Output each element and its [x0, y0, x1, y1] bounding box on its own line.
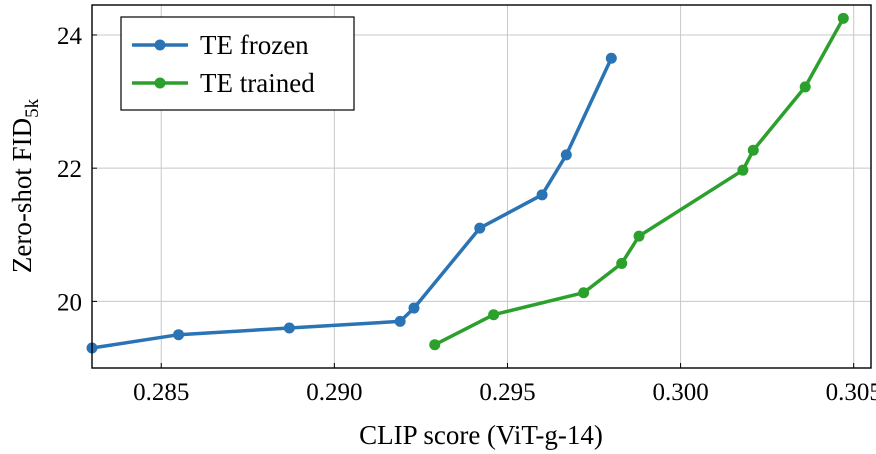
data-point-te-frozen [173, 329, 185, 341]
data-point-te-frozen [605, 52, 617, 64]
y-tick-label: 24 [57, 23, 83, 50]
legend-label-te-frozen: TE frozen [200, 30, 309, 60]
legend-label-te-trained: TE trained [200, 68, 315, 98]
legend-marker-te-trained [154, 77, 166, 89]
data-point-te-frozen [560, 149, 572, 161]
series-te-frozen [86, 52, 617, 354]
series-layer [86, 12, 849, 354]
tick-labels: 0.285 0.290 0.295 0.300 0.305 20 22 24 [57, 23, 876, 406]
y-axis-label-subscript: 5k [22, 98, 43, 118]
data-point-te-trained [616, 257, 628, 269]
x-tick-label: 0.300 [652, 379, 708, 406]
x-tick-label: 0.285 [133, 379, 189, 406]
legend: TE frozen TE trained [120, 16, 355, 111]
data-point-te-frozen [394, 315, 406, 327]
y-tick-label: 22 [57, 156, 82, 183]
data-point-te-trained [488, 309, 500, 321]
series-line-te-trained [434, 17, 845, 347]
data-point-te-frozen [474, 222, 486, 234]
y-axis-label-main: Zero-shot FID [7, 118, 37, 273]
data-point-te-trained [837, 12, 849, 24]
data-point-te-trained [799, 81, 811, 93]
data-point-te-trained [633, 230, 645, 242]
legend-box [120, 16, 355, 111]
data-point-te-frozen [283, 322, 295, 334]
legend-marker-te-frozen [154, 39, 166, 51]
x-axis-label: CLIP score (ViT-g-14) [359, 420, 603, 450]
y-tick-label: 20 [57, 289, 82, 316]
y-axis-label: Zero-shot FID5k [7, 98, 43, 273]
series-te-trained [429, 12, 849, 351]
data-point-te-trained [429, 339, 441, 351]
x-tick-label: 0.295 [479, 379, 535, 406]
x-tick-label: 0.290 [306, 379, 362, 406]
data-point-te-trained [747, 144, 759, 156]
data-point-te-trained [737, 164, 749, 176]
x-tick-label: 0.305 [826, 379, 876, 406]
plot-frame [91, 4, 872, 369]
data-point-te-frozen [536, 189, 548, 201]
data-point-te-frozen [408, 302, 420, 314]
data-point-te-trained [578, 287, 590, 299]
